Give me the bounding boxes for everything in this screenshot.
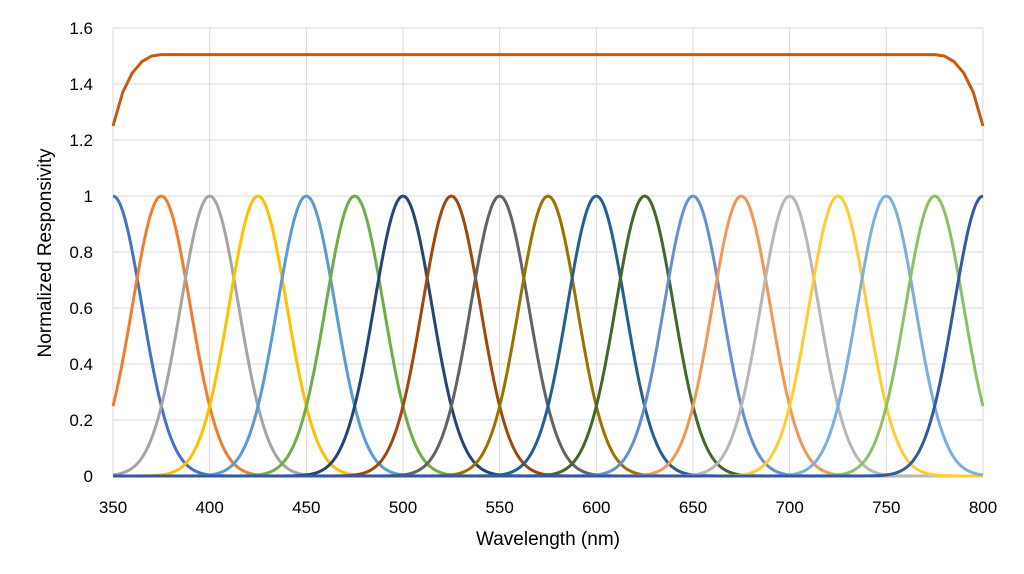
x-tick-label: 700 (775, 498, 803, 517)
y-tick-label: 1.2 (69, 131, 93, 150)
y-tick-label: 1.4 (69, 75, 93, 94)
x-tick-label: 400 (195, 498, 223, 517)
x-tick-label: 600 (582, 498, 610, 517)
x-tick-label: 750 (872, 498, 900, 517)
series-layer (111, 53, 985, 478)
x-tick-label: 650 (679, 498, 707, 517)
x-tick-label: 350 (99, 498, 127, 517)
y-tick-label: 0.6 (69, 299, 93, 318)
y-axis-title: Normalized Responsivity (35, 148, 56, 358)
y-tick-label: 1 (84, 187, 93, 206)
sum-series-line (111, 53, 985, 127)
y-tick-label: 1.6 (69, 19, 93, 38)
y-tick-label: 0.8 (69, 243, 93, 262)
series-line-800nm (113, 194, 984, 478)
x-tick-label: 800 (969, 498, 997, 517)
y-tick-label: 0 (84, 467, 93, 486)
y-tick-label: 0.2 (69, 411, 93, 430)
x-tick-label: 550 (485, 498, 513, 517)
x-tick-label: 450 (292, 498, 320, 517)
tick-labels: 350 400 450 500 550 600 650 700 750 800 0 0.2 0.4 0.6… (69, 19, 997, 517)
x-axis-title: Wavelength (nm) (476, 529, 620, 550)
y-tick-label: 0.4 (69, 355, 93, 374)
x-tick-label: 500 (389, 498, 417, 517)
